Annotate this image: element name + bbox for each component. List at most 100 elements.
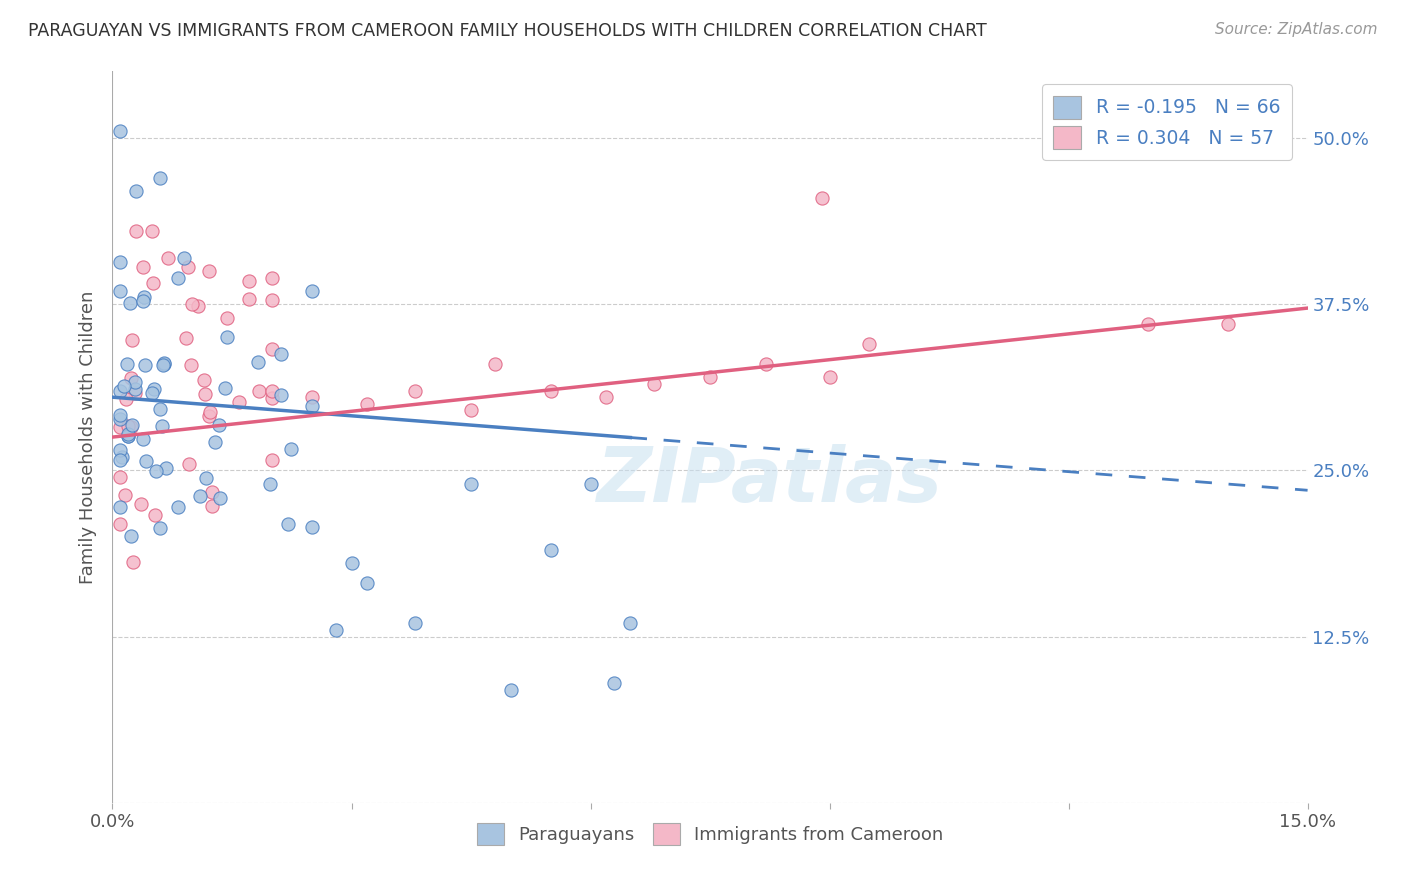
Text: ZIPatlas: ZIPatlas xyxy=(596,444,943,518)
Point xyxy=(135,454,157,468)
Point xyxy=(155,461,177,475)
Point xyxy=(110,420,132,434)
Point xyxy=(460,476,482,491)
Point xyxy=(117,429,139,443)
Point xyxy=(110,453,132,467)
Point xyxy=(1137,317,1160,331)
Point xyxy=(356,576,378,591)
Point xyxy=(595,390,617,404)
Point xyxy=(499,682,522,697)
Point xyxy=(117,426,139,441)
Point xyxy=(124,375,146,389)
Point xyxy=(260,271,283,285)
Point xyxy=(124,382,146,396)
Point xyxy=(579,476,602,491)
Point xyxy=(110,285,132,299)
Point xyxy=(247,384,270,398)
Point xyxy=(180,358,202,372)
Point xyxy=(858,337,880,351)
Point xyxy=(214,381,236,395)
Point xyxy=(603,676,626,690)
Point xyxy=(131,432,153,446)
Point xyxy=(460,403,482,417)
Text: Source: ZipAtlas.com: Source: ZipAtlas.com xyxy=(1215,22,1378,37)
Legend: Paraguayans, Immigrants from Cameroon: Paraguayans, Immigrants from Cameroon xyxy=(470,816,950,852)
Point xyxy=(117,429,139,443)
Point xyxy=(173,251,195,265)
Point xyxy=(110,500,132,514)
Point xyxy=(540,543,562,558)
Point xyxy=(193,387,215,401)
Point xyxy=(122,555,145,569)
Point xyxy=(259,477,281,491)
Point xyxy=(277,516,299,531)
Point xyxy=(110,470,132,484)
Point xyxy=(301,285,323,299)
Point xyxy=(201,484,224,499)
Point xyxy=(112,378,135,392)
Point xyxy=(110,124,132,138)
Point xyxy=(260,453,283,467)
Point xyxy=(141,386,163,401)
Point xyxy=(142,276,165,290)
Point xyxy=(157,251,180,265)
Point xyxy=(141,224,163,238)
Point xyxy=(325,623,347,637)
Point xyxy=(142,382,165,396)
Point xyxy=(118,296,141,310)
Point xyxy=(260,342,283,356)
Point xyxy=(404,616,426,631)
Y-axis label: Family Households with Children: Family Households with Children xyxy=(79,291,97,583)
Point xyxy=(124,386,146,401)
Point xyxy=(260,293,283,308)
Point xyxy=(818,370,841,384)
Point xyxy=(699,370,721,384)
Point xyxy=(340,557,363,571)
Point xyxy=(755,357,778,371)
Point xyxy=(174,331,197,345)
Point xyxy=(404,384,426,398)
Point xyxy=(280,442,302,457)
Point xyxy=(301,399,323,413)
Point xyxy=(193,372,215,386)
Point xyxy=(125,224,148,238)
Point xyxy=(209,491,232,505)
Point xyxy=(217,330,239,344)
Point xyxy=(120,370,142,384)
Point xyxy=(110,412,132,426)
Text: PARAGUAYAN VS IMMIGRANTS FROM CAMEROON FAMILY HOUSEHOLDS WITH CHILDREN CORRELATI: PARAGUAYAN VS IMMIGRANTS FROM CAMEROON F… xyxy=(28,22,987,40)
Point xyxy=(120,420,142,434)
Point xyxy=(152,358,174,372)
Point xyxy=(810,191,832,205)
Point xyxy=(195,471,218,485)
Point xyxy=(238,292,260,306)
Point xyxy=(121,333,143,347)
Point xyxy=(301,390,323,404)
Point xyxy=(134,358,156,372)
Point xyxy=(215,311,238,326)
Point xyxy=(131,293,153,308)
Point xyxy=(166,500,188,514)
Point xyxy=(228,394,250,409)
Point xyxy=(247,355,270,369)
Point xyxy=(643,376,665,391)
Point xyxy=(152,356,174,370)
Point xyxy=(167,271,190,285)
Point xyxy=(270,388,292,402)
Point xyxy=(134,290,156,304)
Point xyxy=(619,616,641,631)
Point xyxy=(198,264,221,278)
Point xyxy=(115,357,138,371)
Point xyxy=(356,397,378,411)
Point xyxy=(110,516,132,531)
Point xyxy=(540,384,562,398)
Point xyxy=(260,391,283,405)
Point xyxy=(149,521,172,535)
Point xyxy=(1216,317,1239,331)
Point xyxy=(208,418,231,433)
Point xyxy=(121,418,143,433)
Point xyxy=(150,418,173,433)
Point xyxy=(110,442,132,457)
Point xyxy=(111,450,134,464)
Point xyxy=(132,260,155,275)
